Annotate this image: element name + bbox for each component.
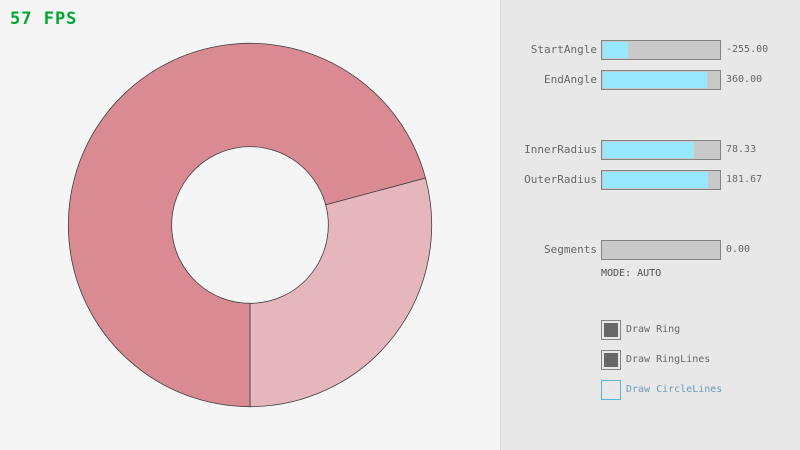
check-mark-icon: [604, 323, 618, 337]
slider-label: InnerRadius: [524, 143, 597, 156]
slider-track[interactable]: [601, 240, 721, 260]
slider-label: EndAngle: [544, 73, 597, 86]
checkbox-box[interactable]: [601, 350, 621, 370]
ring-segment-light: [249, 177, 433, 408]
slider-label: Segments: [544, 243, 597, 256]
slider-track[interactable]: [601, 40, 721, 60]
slider-value: 0.00: [726, 244, 751, 255]
slider-value: 181.67: [726, 174, 763, 185]
ring-segment-dark: [67, 42, 426, 408]
checkbox-label: Draw CircleLines: [626, 384, 723, 395]
slider-label: OuterRadius: [524, 173, 597, 186]
slider-track[interactable]: [601, 140, 721, 160]
control-panel: StartAngle -255.00 EndAngle 360.00 Inner…: [500, 0, 800, 450]
checkbox-draw-ring[interactable]: Draw Ring: [601, 320, 800, 340]
slider-end-angle[interactable]: EndAngle 360.00: [501, 70, 800, 90]
slider-inner-radius[interactable]: InnerRadius 78.33: [501, 140, 800, 160]
slider-fill: [603, 42, 629, 58]
slider-value: 360.00: [726, 74, 763, 85]
slider-value: 78.33: [726, 144, 757, 155]
checkbox-label: Draw Ring: [626, 324, 681, 335]
mode-label: MODE: AUTO: [601, 268, 662, 279]
checkbox-box[interactable]: [601, 380, 621, 400]
checkbox-box[interactable]: [601, 320, 621, 340]
slider-segments[interactable]: Segments 0.00: [501, 240, 800, 260]
slider-track[interactable]: [601, 70, 721, 90]
slider-outer-radius[interactable]: OuterRadius 181.67: [501, 170, 800, 190]
slider-start-angle[interactable]: StartAngle -255.00: [501, 40, 800, 60]
checkbox-draw-ring-lines[interactable]: Draw RingLines: [601, 350, 800, 370]
checkbox-label: Draw RingLines: [626, 354, 711, 365]
slider-label: StartAngle: [530, 43, 597, 56]
check-mark-icon: [604, 353, 618, 367]
fps-counter: 57 FPS: [10, 9, 78, 29]
slider-track[interactable]: [601, 170, 721, 190]
slider-fill: [603, 142, 694, 158]
ring-canvas: [67, 42, 433, 408]
slider-fill: [603, 72, 708, 88]
checkbox-draw-circle-lines[interactable]: Draw CircleLines: [601, 380, 800, 400]
slider-value: -255.00: [726, 44, 769, 55]
slider-fill: [603, 172, 709, 188]
